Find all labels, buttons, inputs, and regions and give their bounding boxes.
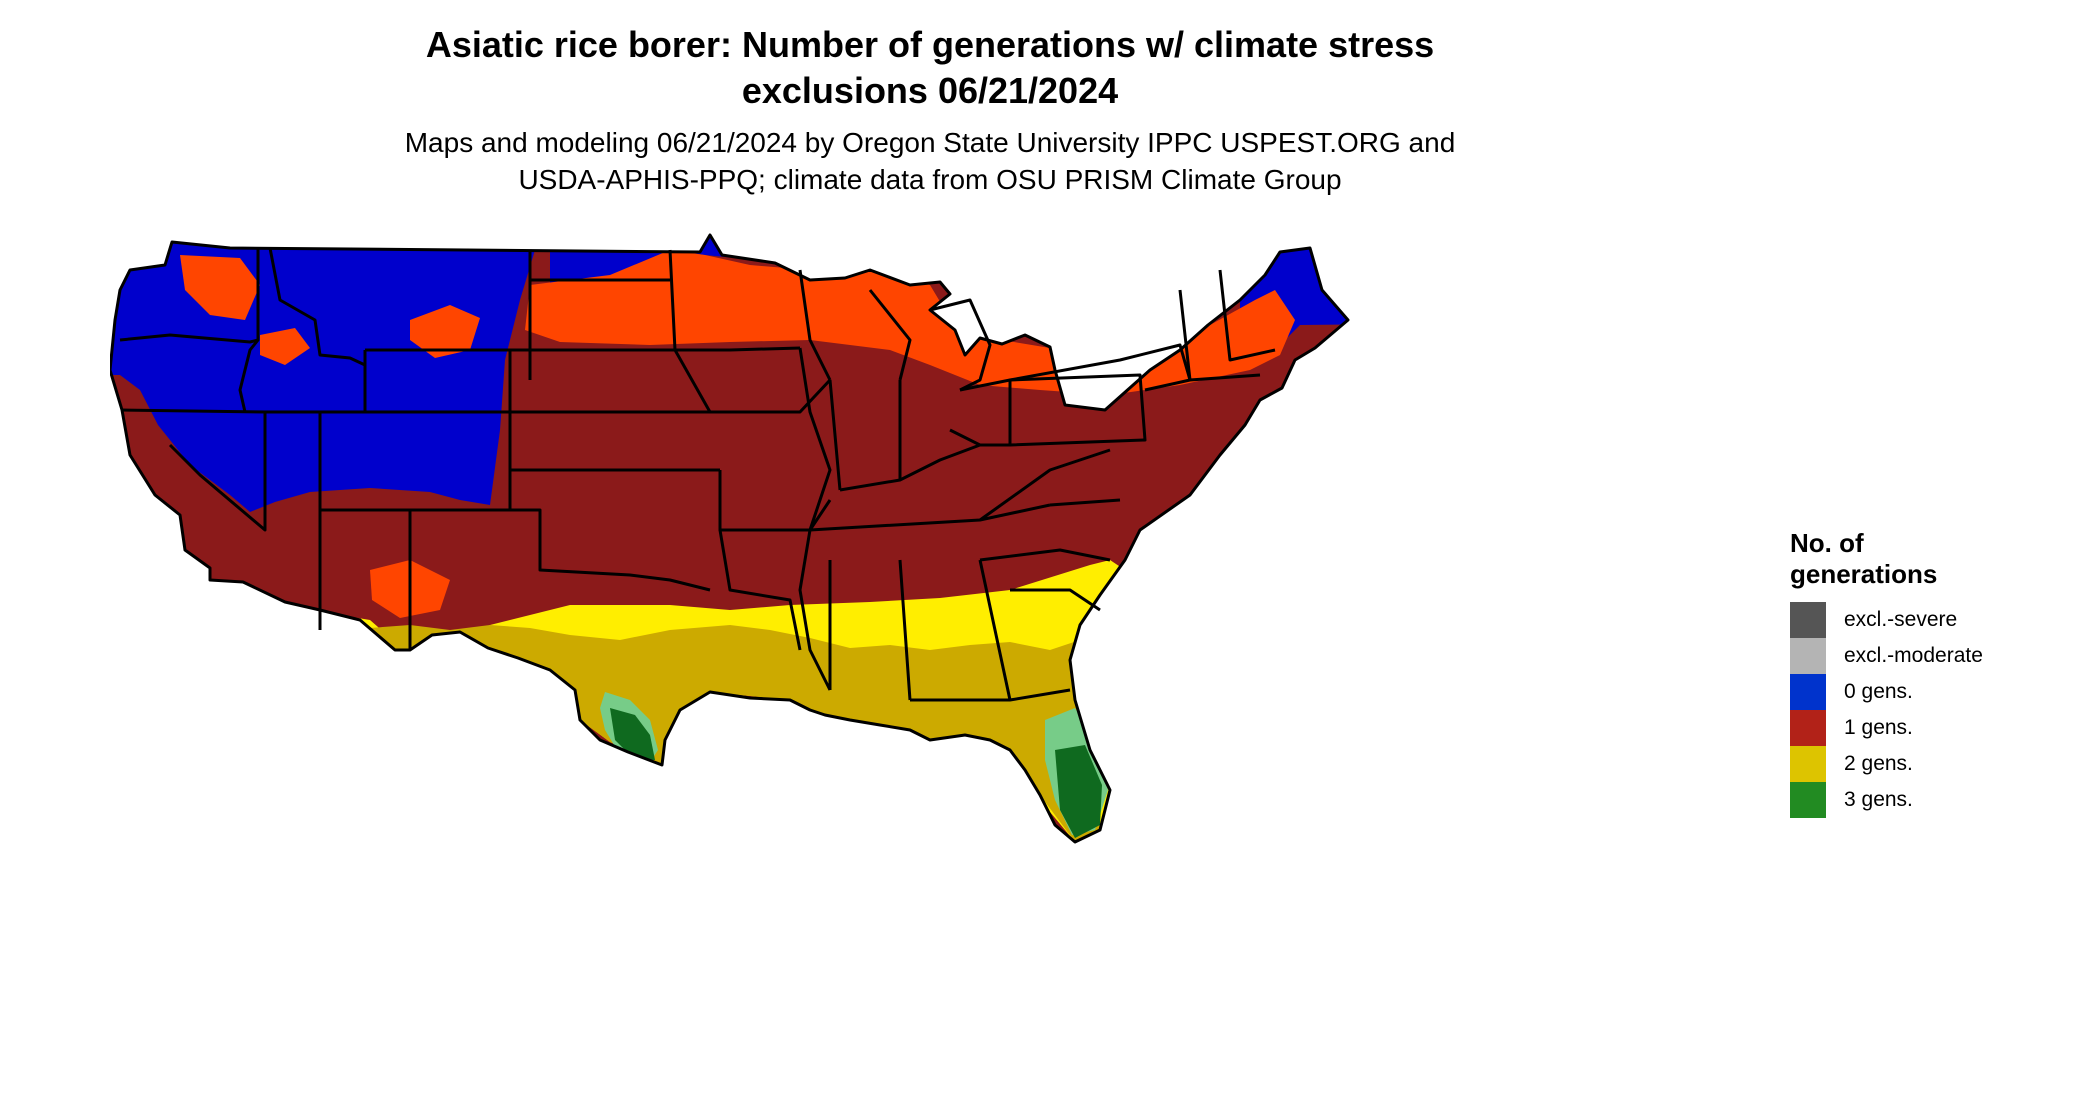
- border-arizona-nm: [318, 510, 412, 650]
- map-title: Asiatic rice borer: Number of generation…: [0, 22, 1860, 114]
- border-nebraska-kansas: [510, 410, 720, 472]
- border-mississippi-alabama: [828, 559, 912, 701]
- border-iowa-missouri: [673, 349, 832, 414]
- border-missouri-arkansas: [718, 470, 832, 532]
- legend-title-line-2: generations: [1790, 559, 1938, 589]
- map-subtitle-line-1: Maps and modeling 06/21/2024 by Oregon S…: [404, 127, 1456, 158]
- zone-three-gens-texas-dark: [610, 708, 655, 760]
- legend-title-line-1: No. of: [1790, 528, 1864, 558]
- border-arkansas-louisiana: [718, 529, 802, 651]
- map-title-line-2: exclusions 06/21/2024: [741, 70, 1119, 111]
- zone-three-gens-florida-dark: [1055, 745, 1102, 838]
- zone-one-gen-orange-west-2: [410, 305, 480, 358]
- border-dakotas-mid: [530, 278, 675, 352]
- legend-item-excl-severe: excl.-severe: [1790, 602, 1957, 638]
- legend-label: 3 gens.: [1844, 788, 1913, 811]
- state-boundaries: [110, 233, 1350, 844]
- map-subtitle: Maps and modeling 06/21/2024 by Oregon S…: [0, 124, 1860, 198]
- legend-label: 1 gens.: [1844, 716, 1913, 739]
- border-nevada: [168, 412, 267, 532]
- legend-swatch: [1790, 674, 1826, 710]
- legend-item-3-gens: 3 gens.: [1790, 782, 1937, 818]
- border-georgia-florida: [910, 559, 1071, 702]
- border-washington-oregon: [119, 333, 259, 344]
- legend-swatch: [1790, 782, 1826, 818]
- zone-two-gens-olive: [320, 625, 1100, 842]
- legend-item-0-gens: 0 gens.: [1790, 674, 1937, 710]
- zone-one-gen-orange-west-1: [180, 255, 260, 320]
- us-generations-map: [110, 233, 1350, 844]
- border-new-england: [1178, 269, 1276, 382]
- border-wisconsin: [798, 269, 832, 381]
- border-ohio: [949, 378, 1012, 447]
- legend-item-1-gens: 1 gens.: [1790, 710, 1937, 746]
- legend-swatch: [1790, 602, 1826, 638]
- generation-zones: [110, 235, 1348, 842]
- legend-swatch: [1790, 710, 1826, 746]
- legend-label: 0 gens.: [1844, 680, 1913, 703]
- border-carolinas: [979, 548, 1111, 612]
- legend-title: No. of generations: [1790, 528, 1937, 590]
- legend-label: excl.-moderate: [1844, 644, 1983, 667]
- map-title-line-1: Asiatic rice borer: Number of generation…: [425, 24, 1435, 65]
- zone-one-gen-orange-north: [525, 250, 1295, 395]
- border-ohio-river: [839, 443, 981, 492]
- map-subtitle-line-2: USDA-APHIS-PPQ; climate data from OSU PR…: [518, 164, 1342, 195]
- legend-item-2-gens: 2 gens.: [1790, 746, 1937, 782]
- border-virginia: [979, 448, 1121, 522]
- border-illinois-indiana: [828, 379, 902, 491]
- legend: No. of generations excl.-severe excl.-mo…: [1790, 528, 1983, 818]
- border-montana-idaho: [268, 247, 366, 367]
- legend-swatch: [1790, 746, 1826, 782]
- border-minnesota-iowa: [668, 249, 801, 352]
- border-michigan: [868, 289, 992, 392]
- legend-swatch: [1790, 638, 1826, 674]
- border-oregon-california: [121, 408, 266, 414]
- border-oklahoma-texas: [510, 508, 711, 592]
- border-wyoming: [363, 350, 512, 412]
- zone-one-gen-orange-west-3: [260, 328, 310, 365]
- legend-label: excl.-severe: [1844, 608, 1958, 631]
- border-new-york: [1009, 343, 1192, 392]
- legend-item-excl-moderate: excl.-moderate: [1790, 638, 1983, 674]
- legend-label: 2 gens.: [1844, 752, 1913, 775]
- border-idaho-west: [238, 248, 260, 413]
